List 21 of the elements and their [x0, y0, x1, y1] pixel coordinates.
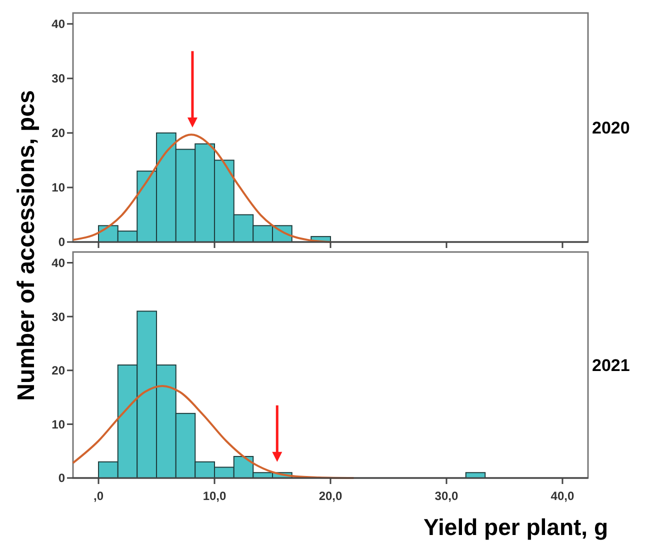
text: 2021: [592, 356, 630, 375]
y-tick-label: 10: [52, 417, 66, 432]
y-tick-label: 40: [52, 256, 66, 270]
x-tick-label: 40,0: [550, 489, 574, 503]
x-tick-label: 20,0: [318, 489, 342, 503]
y-axis-title: Number of accessions, pcs: [13, 90, 40, 401]
y-tick-label: 20: [52, 126, 66, 140]
x-tick-label: ,0: [94, 489, 104, 503]
line-series: [72, 384, 355, 479]
y-tick-label: 0: [58, 471, 66, 486]
text: 2020: [592, 118, 630, 138]
y-tick-label: 30: [52, 72, 66, 86]
y-tick-label: 40: [52, 17, 66, 32]
x-tick-label: 10,0: [202, 489, 227, 503]
x-axis-title: Yield per plant, g: [424, 514, 608, 540]
y-tick-label: 20: [52, 364, 66, 378]
y-tick-label: 0: [58, 235, 66, 250]
y-tick-label: 10: [52, 180, 66, 195]
y-tick-label: 30: [52, 310, 66, 324]
x-tick-label: 30,0: [434, 489, 458, 503]
line-series: [72, 134, 332, 243]
